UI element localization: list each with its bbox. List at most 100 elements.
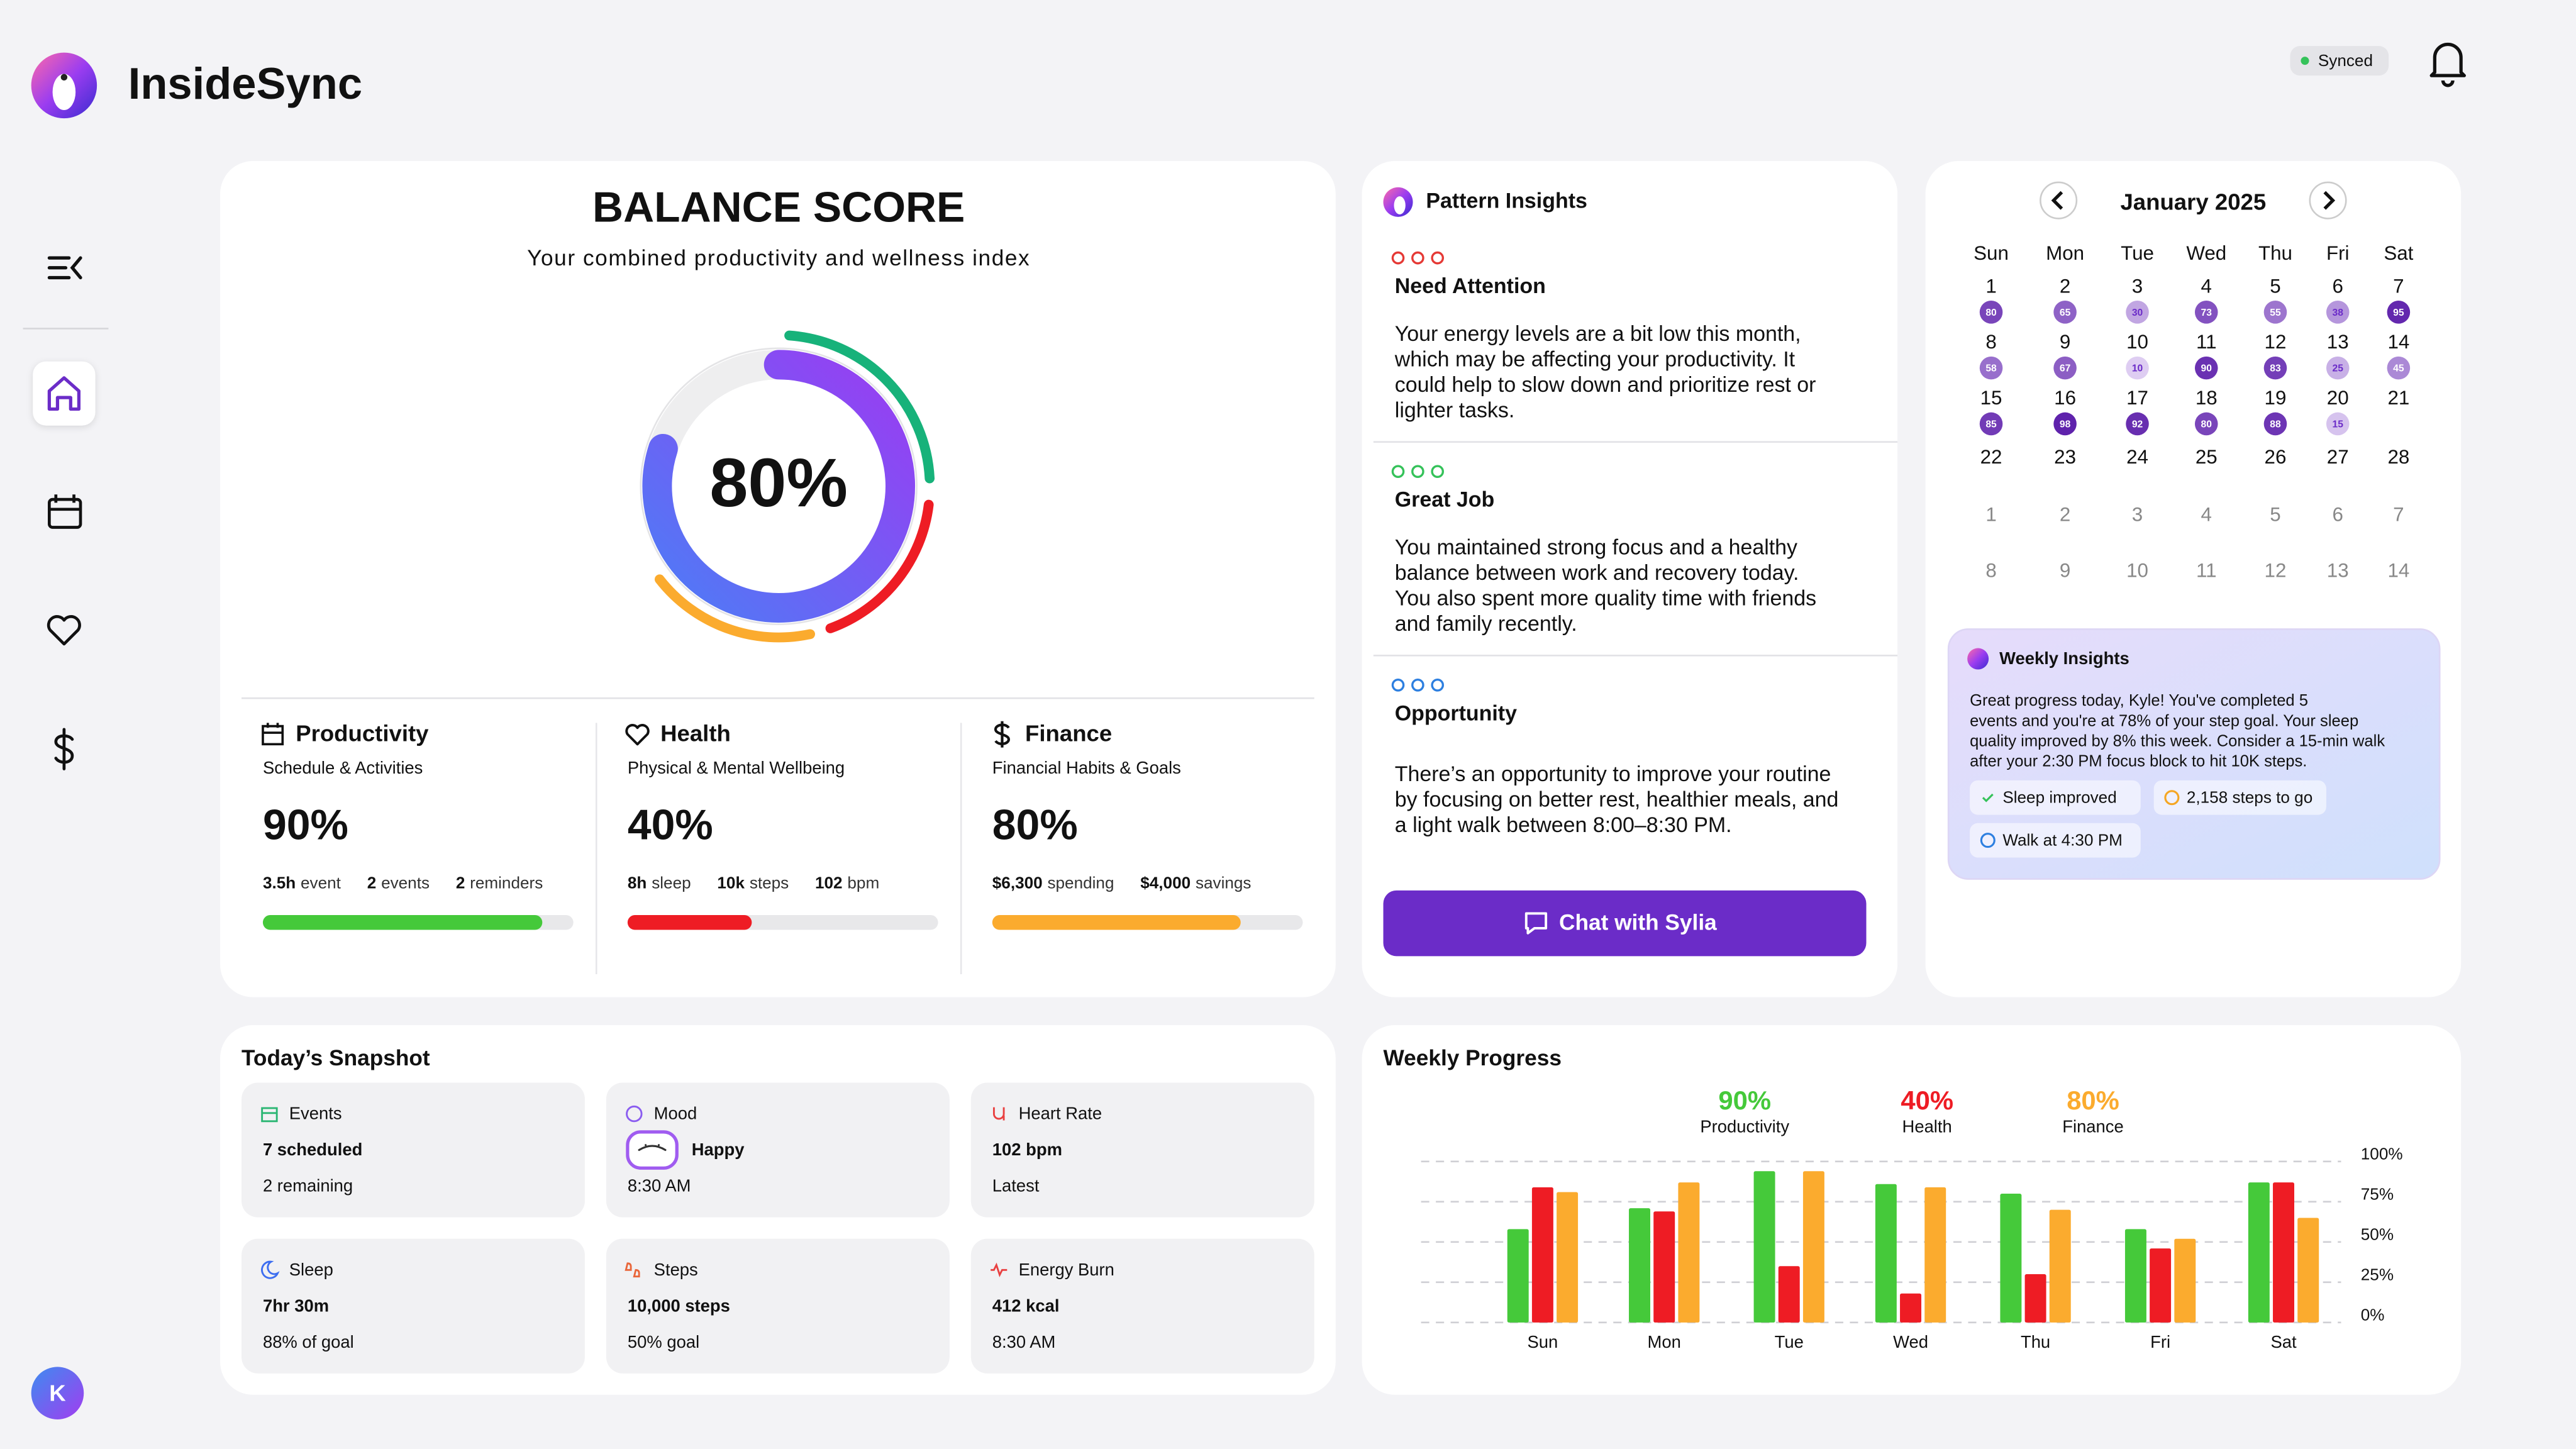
- weekday: Sat: [2384, 242, 2413, 264]
- weekly-insights-panel: [1947, 628, 2441, 880]
- logo[interactable]: [31, 52, 97, 119]
- calendar-day[interactable]: 23: [2054, 446, 2076, 468]
- metric-icon: [625, 724, 650, 746]
- calendar-day[interactable]: 18: [2196, 387, 2218, 409]
- calendar-day[interactable]: 12: [2265, 331, 2287, 353]
- stat-unit: event: [301, 873, 341, 892]
- snapshot-sub: 50% goal: [628, 1332, 699, 1352]
- calendar-day[interactable]: 3: [2132, 275, 2143, 297]
- chat-button[interactable]: Chat with Sylia: [1383, 890, 1867, 957]
- weekly-insights-title: Weekly Insights: [1999, 648, 2129, 668]
- metric-icon: [262, 723, 284, 746]
- mood-face: [638, 1144, 667, 1152]
- avatar[interactable]: [31, 1367, 84, 1419]
- chip-label: Walk at 4:30 PM: [2002, 830, 2123, 849]
- bar: [1924, 1187, 1946, 1323]
- calendar-nav[interactable]: [48, 494, 82, 529]
- next-month-day: 5: [2270, 504, 2280, 526]
- calendar-day[interactable]: 9: [2060, 331, 2070, 353]
- calendar-day[interactable]: 28: [2387, 446, 2409, 468]
- legend-label: Productivity: [1700, 1117, 1789, 1136]
- day-score: 95: [2393, 308, 2404, 318]
- insight-dot: [1431, 678, 1445, 692]
- stat-unit: steps: [750, 873, 789, 892]
- calendar-day[interactable]: 20: [2327, 387, 2349, 409]
- finance-nav[interactable]: [54, 728, 74, 770]
- bar: [2024, 1274, 2046, 1323]
- calendar-day[interactable]: 15: [1980, 387, 2002, 409]
- calendar-day[interactable]: 14: [2387, 331, 2409, 353]
- status-pill: [2290, 46, 2389, 76]
- weekly-insights-text: Great progress today, Kyle! You've compl…: [1970, 692, 2308, 709]
- day-score-dot: [2326, 301, 2350, 324]
- legend-value: 40%: [1901, 1085, 1953, 1115]
- calendar-day[interactable]: 5: [2270, 275, 2280, 297]
- calendar-day[interactable]: 24: [2126, 446, 2148, 468]
- calendar-day[interactable]: 8: [1985, 331, 1996, 353]
- calendar-day[interactable]: 1: [1985, 275, 1996, 297]
- legend-value: 90%: [1718, 1085, 1771, 1115]
- snapshot-title: Today’s Snapshot: [242, 1046, 430, 1070]
- calendar-day[interactable]: 26: [2265, 446, 2287, 468]
- next-month[interactable]: [2309, 181, 2347, 219]
- metric-stats: 3.5h event 2 events 2 reminders: [263, 873, 543, 892]
- insight-text: and family recently.: [1395, 612, 1577, 636]
- bar: [2124, 1229, 2146, 1323]
- day-score: 58: [1985, 364, 1997, 374]
- snapshot-main: 7hr 30m: [263, 1296, 329, 1315]
- insight-dot: [1411, 251, 1424, 265]
- health-nav[interactable]: [47, 615, 81, 646]
- y-tick-label: 100%: [2361, 1144, 2403, 1163]
- next-month-day: 8: [1985, 559, 1996, 581]
- calendar-day[interactable]: 7: [2393, 275, 2404, 297]
- app-name: InsideSync: [128, 58, 362, 108]
- snapshot-sub: 2 remaining: [263, 1176, 353, 1196]
- x-tick-label: Mon: [1648, 1332, 1681, 1352]
- calendar-day[interactable]: 25: [2196, 446, 2218, 468]
- insight-heading: Opportunity: [1395, 701, 1517, 725]
- calendar-day[interactable]: 16: [2054, 387, 2076, 409]
- calendar-day[interactable]: 4: [2201, 275, 2212, 297]
- stat-unit: reminders: [470, 873, 543, 892]
- calendar-day[interactable]: 6: [2333, 275, 2343, 297]
- calendar-month: January 2025: [2120, 189, 2266, 215]
- day-score: 55: [2270, 308, 2281, 318]
- calendar-day[interactable]: 2: [2060, 275, 2070, 297]
- calendar-day[interactable]: 27: [2327, 446, 2349, 468]
- menu-icon[interactable]: [47, 256, 82, 280]
- day-score-dot: [2387, 356, 2411, 380]
- chip-label: 2,158 steps to go: [2187, 787, 2312, 806]
- metric-title: Finance: [1025, 721, 1112, 747]
- calendar-icon-lines: [49, 494, 80, 511]
- day-score: 10: [2132, 364, 2143, 374]
- insight-text: which may be affecting your productivity…: [1394, 347, 1796, 371]
- y-tick-label: 0%: [2361, 1305, 2385, 1324]
- calendar-day[interactable]: 10: [2126, 331, 2148, 353]
- chat-button-label: Chat with Sylia: [1559, 911, 1717, 935]
- prev-month[interactable]: [2040, 181, 2078, 219]
- day-score-dot: [2194, 412, 2218, 436]
- calendar-day[interactable]: 11: [2196, 331, 2217, 353]
- snapshot-tile: [606, 1082, 950, 1218]
- metric-subtitle: Schedule & Activities: [263, 758, 423, 777]
- day-score: 15: [2333, 419, 2344, 430]
- home-button[interactable]: [33, 361, 96, 426]
- metric-value: 90%: [263, 802, 348, 849]
- stat-unit: spending: [1047, 873, 1114, 892]
- chip-label: Sleep improved: [2002, 787, 2116, 806]
- home-icon: [47, 376, 80, 411]
- calendar-day[interactable]: 21: [2387, 387, 2409, 409]
- calendar-day[interactable]: 13: [2327, 331, 2349, 353]
- bar: [2000, 1194, 2022, 1323]
- calendar-day[interactable]: 22: [1980, 446, 2002, 468]
- calendar-day[interactable]: 19: [2265, 387, 2287, 409]
- insight-dot: [1431, 465, 1445, 479]
- snapshot-main: 7 scheduled: [263, 1140, 362, 1159]
- x-tick-label: Sat: [2270, 1332, 2297, 1352]
- stat-unit: bpm: [847, 873, 879, 892]
- bell-icon[interactable]: [2429, 42, 2466, 87]
- calendar-day[interactable]: 17: [2126, 387, 2148, 409]
- snapshot-label: Mood: [654, 1104, 697, 1123]
- snapshot-label: Events: [289, 1104, 342, 1123]
- day-score: 90: [2201, 364, 2212, 374]
